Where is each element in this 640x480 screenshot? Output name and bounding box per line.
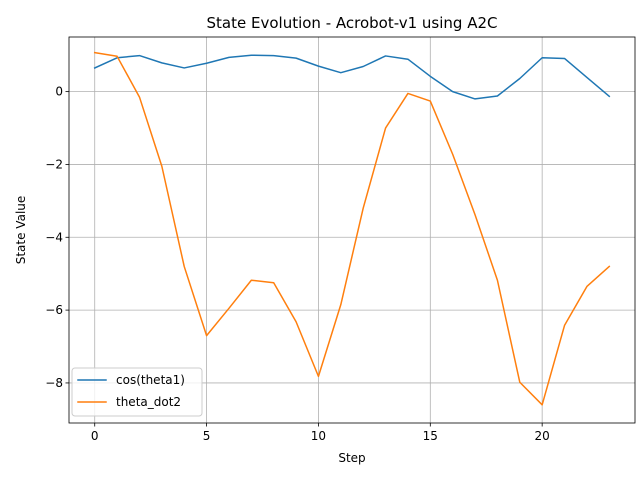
grid xyxy=(69,37,635,423)
y-tick-label: 0 xyxy=(55,85,63,99)
x-tick-label: 10 xyxy=(311,429,326,443)
legend-label-theta-dot2: theta_dot2 xyxy=(116,395,181,409)
y-tick-label: −2 xyxy=(45,157,63,171)
series-line-theta-dot2 xyxy=(93,51,611,406)
plot-frame xyxy=(68,36,636,424)
x-axis-label: Step xyxy=(338,451,365,465)
y-tick-label: −4 xyxy=(45,230,63,244)
x-axis-ticks: 0 5 10 15 20 xyxy=(91,423,550,443)
series-line-cos-theta1 xyxy=(93,54,611,100)
y-axis-ticks: 0 −2 −4 −6 −8 xyxy=(45,85,69,390)
legend: cos(theta1) theta_dot2 xyxy=(71,367,203,417)
x-tick-label: 15 xyxy=(423,429,438,443)
chart-title: State Evolution - Acrobot-v1 using A2C xyxy=(207,14,498,32)
y-tick-label: −8 xyxy=(45,376,63,390)
x-tick-label: 0 xyxy=(91,429,99,443)
series-layer xyxy=(93,51,611,406)
y-axis-label: State Value xyxy=(14,196,28,265)
x-tick-label: 20 xyxy=(535,429,550,443)
y-tick-label: −6 xyxy=(45,303,63,317)
legend-label-cos-theta1: cos(theta1) xyxy=(116,373,185,387)
x-tick-label: 5 xyxy=(203,429,211,443)
